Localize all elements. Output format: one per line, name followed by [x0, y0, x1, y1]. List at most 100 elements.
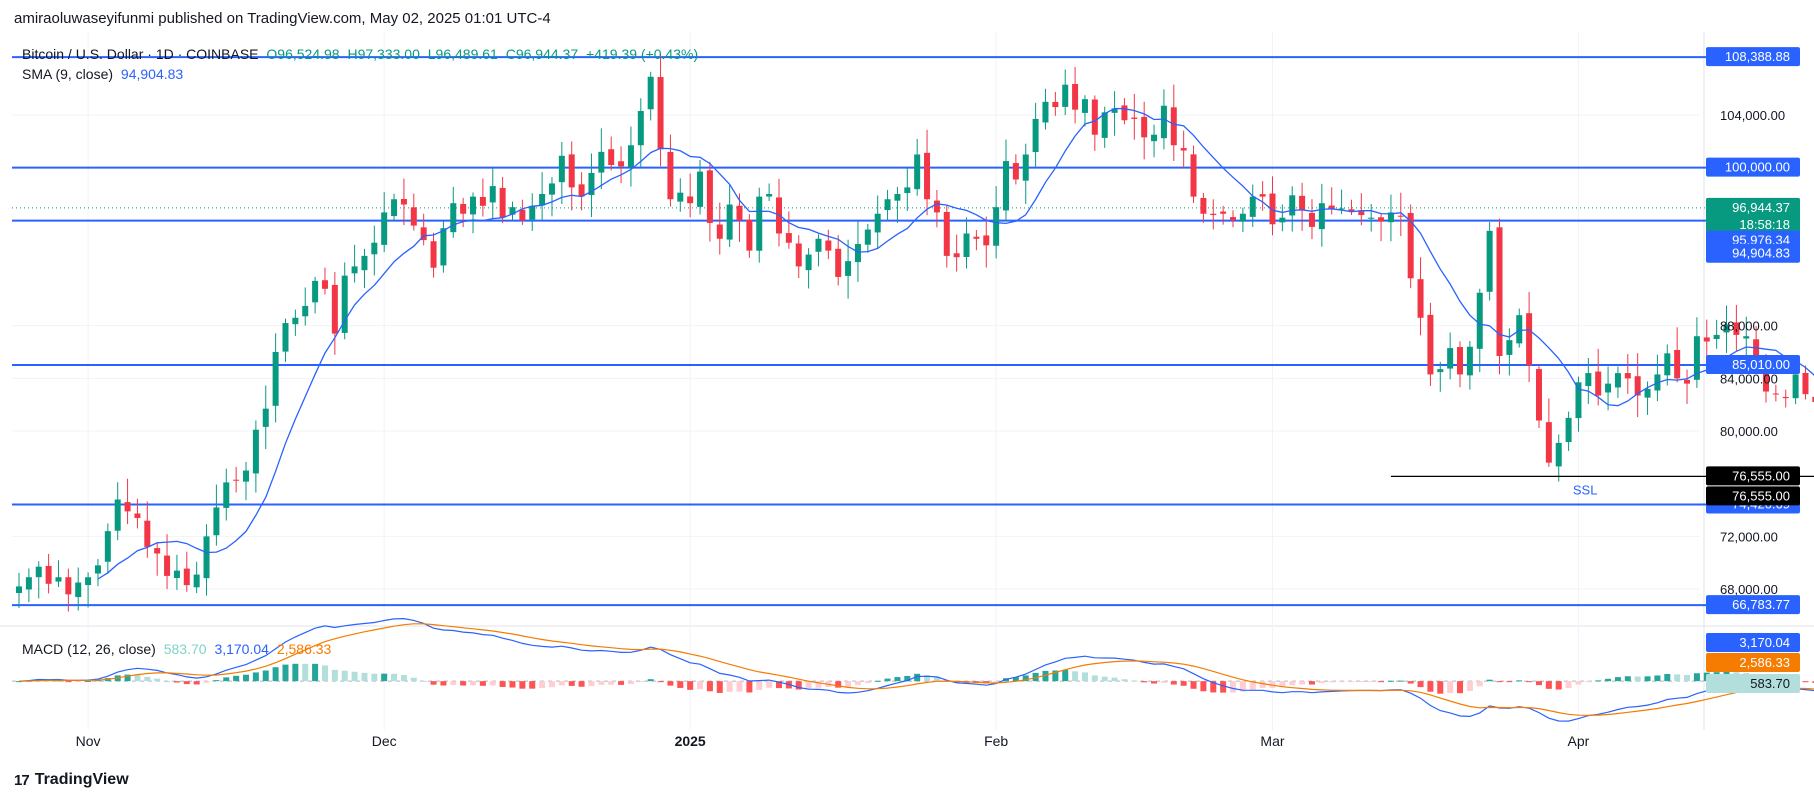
- candle-body: [864, 229, 871, 245]
- macd-histogram-bar: [173, 681, 180, 683]
- price-tick-label: 72,000.00: [1720, 529, 1778, 544]
- candle-body: [1318, 203, 1325, 230]
- candle-body: [874, 213, 881, 233]
- candle-body: [1407, 212, 1414, 279]
- macd-histogram-bar: [1239, 681, 1246, 692]
- macd-histogram-bar: [815, 681, 822, 688]
- macd-histogram-bar: [539, 681, 546, 689]
- candle-body: [292, 317, 299, 325]
- price-tick-label: 104,000.00: [1720, 108, 1785, 123]
- ssl-low-tag-bg: [1706, 466, 1800, 486]
- symbol-label[interactable]: Bitcoin / U.S. Dollar · 1D · COINBASE: [22, 46, 259, 62]
- candle-body: [470, 196, 477, 215]
- candle-body: [1743, 336, 1750, 339]
- macd-histogram-bar: [845, 681, 852, 687]
- candle-body: [302, 305, 309, 317]
- macd-histogram-bar: [1328, 681, 1335, 683]
- candle-body: [1003, 161, 1009, 211]
- candle-body: [1289, 195, 1296, 216]
- sma-price-tag-label: 94,904.83: [1732, 246, 1790, 261]
- macd-histogram-bar: [1516, 680, 1523, 682]
- level-tag-bg: [1706, 355, 1800, 375]
- publish-note: amiraoluwaseyifunmi published on Trading…: [14, 10, 551, 27]
- macd-histogram-bar: [1279, 681, 1286, 688]
- macd-histogram-bar: [529, 681, 536, 689]
- candle-body: [1269, 193, 1276, 225]
- candle-body: [193, 574, 200, 588]
- macd-histogram-bar: [1190, 681, 1197, 689]
- sma-legend[interactable]: SMA (9, close) 94,904.83: [22, 66, 187, 82]
- candle-body: [1535, 369, 1542, 421]
- candle-body: [1496, 227, 1503, 356]
- macd-hist-tag-bg: [1706, 674, 1800, 693]
- candle-body: [1506, 340, 1513, 355]
- candle-body: [1476, 292, 1483, 349]
- macd-histogram-bar: [213, 680, 220, 682]
- candle-body: [854, 244, 861, 263]
- macd-histogram-bar: [124, 674, 131, 682]
- candle-body: [213, 507, 220, 536]
- macd-histogram-bar: [65, 681, 72, 683]
- candle-body: [1397, 215, 1404, 217]
- macd-histogram-bar: [489, 681, 496, 686]
- candle-body: [35, 566, 42, 578]
- macd-histogram-bar: [16, 681, 22, 683]
- candle-body: [1516, 315, 1523, 344]
- candle-body: [16, 586, 22, 594]
- candle-body: [173, 570, 180, 578]
- macd-histogram-bar: [1160, 681, 1167, 683]
- macd-histogram-bar: [1072, 671, 1079, 682]
- candle-body: [1230, 217, 1237, 221]
- candle-body: [460, 203, 467, 214]
- macd-histogram-bar: [1062, 669, 1069, 682]
- ssl-label: SSL: [1573, 482, 1598, 497]
- level-tag-bg: [1706, 157, 1800, 177]
- macd-histogram-bar: [391, 673, 398, 682]
- macd-line-value: 3,170.04: [214, 641, 269, 657]
- macd-histogram-bar: [618, 681, 625, 685]
- macd-histogram-bar: [1121, 679, 1128, 682]
- candle-body: [243, 470, 250, 482]
- last-price-tag-countdown: 18:58:18: [1739, 217, 1790, 232]
- candle-body: [124, 502, 131, 512]
- macd-histogram-bar: [361, 672, 368, 682]
- macd-histogram-bar: [1269, 681, 1276, 688]
- macd-histogram-bar: [410, 677, 417, 682]
- low-value: L96,489.61: [427, 46, 498, 62]
- macd-histogram-bar: [1387, 680, 1394, 682]
- candle-body: [450, 203, 457, 233]
- candle-body: [1605, 383, 1612, 393]
- change-value: +419.39 (+0.43%): [586, 46, 699, 62]
- macd-legend[interactable]: MACD (12, 26, close) 583.70 3,170.04 2,5…: [22, 641, 335, 657]
- candle-body: [1378, 217, 1385, 222]
- candle-body: [1101, 112, 1108, 138]
- tradingview-brand[interactable]: 17 TradingView: [14, 771, 129, 789]
- macd-histogram-bar: [1052, 670, 1059, 682]
- macd-histogram-bar: [1417, 681, 1424, 688]
- macd-histogram-bar: [1466, 681, 1473, 692]
- level-tag-bg: [1706, 595, 1800, 615]
- macd-panel: [12, 617, 1814, 722]
- macd-histogram-bar: [933, 676, 940, 682]
- candle-body: [716, 224, 723, 239]
- macd-histogram-bar: [677, 681, 684, 688]
- candle-body: [203, 536, 210, 579]
- macd-histogram-bar: [884, 678, 891, 682]
- macd-histogram-bar: [351, 671, 358, 682]
- candle-body: [1299, 195, 1306, 210]
- candle-body: [252, 429, 259, 474]
- macd-histogram-bar: [568, 681, 575, 686]
- time-tick-label: Dec: [372, 733, 397, 749]
- macd-histogram-bar: [440, 681, 447, 686]
- candle-body: [1358, 211, 1365, 216]
- ssl-low-tag-2-label: 76,555.00: [1732, 488, 1790, 503]
- candle-body: [183, 568, 190, 586]
- candle-body: [677, 192, 684, 202]
- macd-histogram-bar: [1368, 681, 1375, 683]
- candle-body: [1792, 374, 1799, 399]
- macd-histogram-bar: [144, 676, 151, 682]
- candle-body: [1121, 105, 1128, 121]
- candle-body: [943, 211, 950, 256]
- macd-histogram-bar: [1170, 681, 1177, 685]
